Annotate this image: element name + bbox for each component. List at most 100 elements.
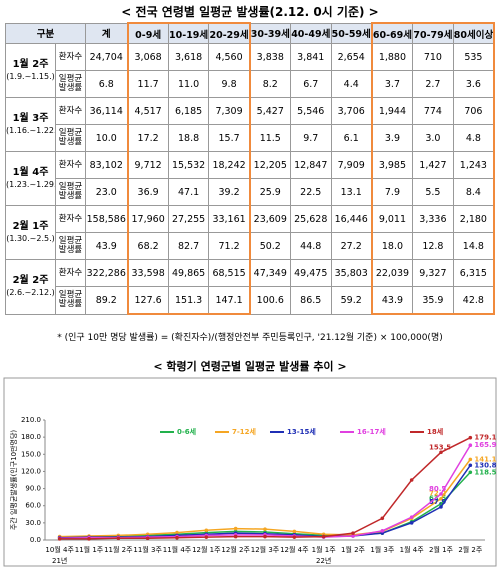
- point: [57, 537, 62, 541]
- x-tick-label: 1월 2주: [341, 545, 366, 554]
- cell: 3,706: [330, 97, 373, 125]
- header-cell: 계: [85, 22, 129, 44]
- point: [439, 450, 443, 455]
- row-label: 일평균 발생률: [54, 178, 87, 206]
- data-label: 57.9: [429, 498, 446, 506]
- point: [380, 529, 385, 533]
- year-label: 21년: [52, 556, 67, 565]
- row-label: 환자수: [54, 97, 87, 125]
- row-label: 일평균 발생률: [54, 124, 87, 152]
- cell: 7.9: [370, 178, 414, 206]
- point: [292, 535, 297, 539]
- cell: 147.1: [208, 286, 251, 315]
- cell: 4,560: [208, 43, 251, 71]
- cell: 49,865: [167, 259, 210, 287]
- cell: 17,960: [126, 205, 169, 233]
- row-label: 환자수: [54, 43, 87, 71]
- cell: 3.0: [412, 124, 454, 152]
- cell: 2,180: [452, 205, 495, 233]
- table-row: 1월 4주 (1.23.~1.29.) 환자수 83,102 9,712 15,532 18…: [5, 151, 495, 206]
- cell: 535: [452, 43, 495, 71]
- cell: 5,546: [289, 97, 332, 125]
- cell: 706: [452, 97, 495, 125]
- legend-label: 16-17세: [357, 427, 386, 436]
- table-row: 일평균 발생률 23.0 36.9 47.1 39.2 25.9 22.5 13.1 7.9 5.…: [6, 178, 495, 206]
- cell: 24,704: [85, 43, 129, 71]
- x-tick-label: 11월 1주: [75, 545, 104, 554]
- x-tick-label: 12월 3주: [251, 545, 280, 554]
- y-tick-label: 180.0: [21, 433, 41, 441]
- point: [175, 535, 179, 540]
- cell: 5,427: [249, 97, 291, 125]
- header-cell: 70-79세: [412, 22, 454, 44]
- y-axis-label: 주간 일평균발생률(인구10만명당): [9, 430, 18, 531]
- chart-frame: [3, 377, 497, 567]
- year-label: 22년: [316, 556, 331, 565]
- table-row: 2월 1주 (1.30.~2.5.) 환자수 158,586 17,960 27,255 3…: [5, 205, 495, 260]
- row-label: 환자수: [54, 259, 87, 287]
- x-tick-label: 11월 4주: [163, 545, 192, 554]
- period-range: (1.30.~2.5.): [6, 233, 55, 243]
- period-range: (2.6.~2.12.): [6, 287, 55, 297]
- x-tick-label: 12월 1주: [192, 545, 221, 554]
- point: [409, 478, 414, 482]
- cell: 25.9: [249, 178, 291, 206]
- point: [439, 505, 443, 509]
- point: [233, 526, 238, 531]
- cell: 322,286: [85, 259, 129, 287]
- point: [439, 496, 443, 501]
- cell: 22,039: [370, 259, 414, 287]
- period: 1월 2주: [12, 58, 49, 70]
- header-cell: 10-19세: [167, 22, 210, 44]
- header-cell: 20-29세: [208, 22, 251, 44]
- table-row: 일평균 발생률 43.9 68.2 82.7 71.2 50.2 44.8 27.2 18.0 1…: [6, 232, 495, 260]
- point: [439, 492, 443, 496]
- y-tick-label: 120.0: [21, 467, 41, 475]
- cell: 33,598: [126, 259, 169, 287]
- y-tick-label: 90.0: [25, 485, 41, 493]
- y-tick-label: 60.0: [25, 502, 41, 510]
- point: [116, 536, 121, 541]
- period-range: (1.16.~1.22.): [6, 125, 56, 135]
- x-tick-label: 1월 4주: [400, 545, 425, 554]
- table-row: 일평균 발생률 10.0 17.2 18.8 15.7 11.5 9.7 6.1 3.9 3.0 4…: [6, 124, 495, 152]
- cell: 3,068: [126, 43, 169, 71]
- cell: 11.0: [167, 70, 210, 98]
- cell: 4.4: [330, 70, 373, 98]
- period-cell: 1월 2주 (1.9.~1.15.): [5, 43, 56, 98]
- period-cell: 1월 3주 (1.16.~1.22.): [5, 97, 56, 152]
- point: [145, 536, 150, 541]
- cell: 18.8: [167, 124, 210, 152]
- cell: 6.1: [330, 124, 373, 152]
- row-label: 환자수: [54, 151, 87, 179]
- data-label: 165.9: [474, 441, 496, 449]
- legend-label: 18세: [427, 427, 443, 436]
- point: [204, 528, 209, 533]
- point: [87, 537, 91, 541]
- point: [409, 515, 414, 519]
- period: 1월 3주: [12, 112, 49, 124]
- cell: 9,011: [370, 205, 414, 233]
- cell: 774: [412, 97, 454, 125]
- cell: 47.1: [167, 178, 210, 206]
- table: 구분 계 0-9세 10-19세 20-29세 30-39세 40-49세 50-59세 60-…: [4, 22, 495, 315]
- cell: 83,102: [85, 151, 129, 179]
- point: [263, 534, 267, 539]
- cell: 49,475: [289, 259, 332, 287]
- cell: 47,349: [249, 259, 291, 287]
- cell: 2.7: [412, 70, 454, 98]
- point: [204, 535, 209, 539]
- data-label: 63.5: [429, 495, 446, 503]
- x-tick-label: 11월 2주: [104, 545, 133, 554]
- x-tick-label: 1월 3주: [370, 545, 395, 554]
- header-cell: 40-49세: [289, 22, 332, 44]
- point: [468, 470, 473, 475]
- point: [468, 463, 473, 468]
- cell: 3,618: [167, 43, 210, 71]
- x-tick-label: 1월 1주: [312, 545, 337, 554]
- cell: 6,315: [452, 259, 495, 287]
- data-label: 141.1: [474, 455, 496, 463]
- point: [175, 530, 179, 535]
- point: [351, 534, 355, 538]
- cell: 4.8: [452, 124, 495, 152]
